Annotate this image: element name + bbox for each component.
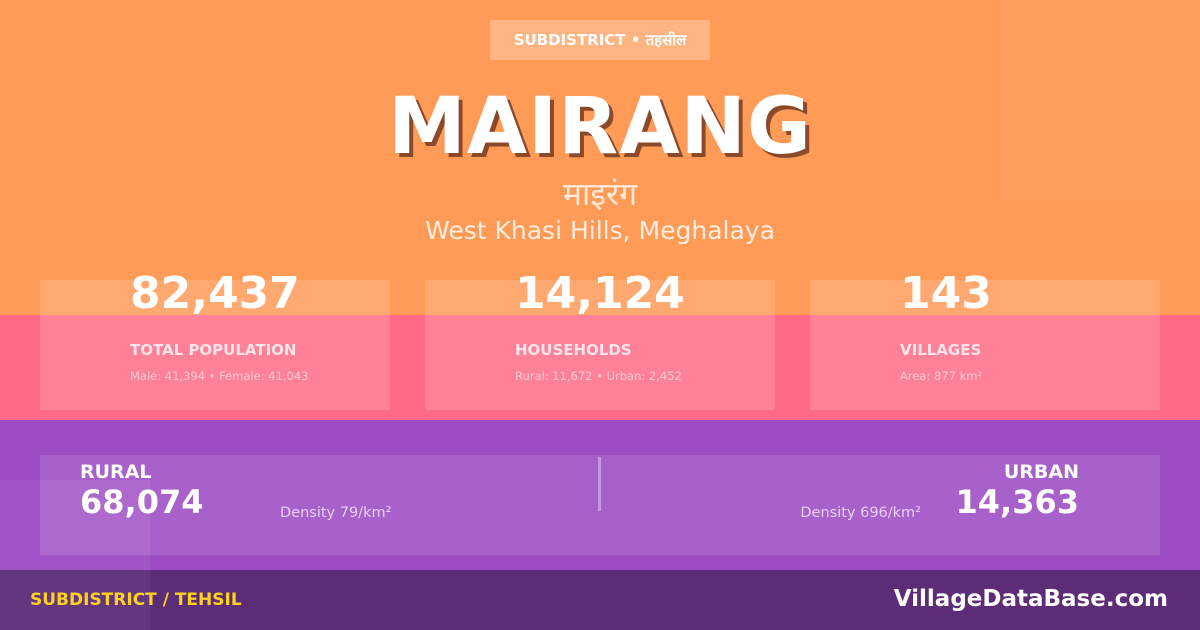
page-title: MAIRANG [388,82,812,172]
decorative-square [0,480,150,630]
stat-value: 143 [900,268,992,319]
stat-label: HOUSEHOLDS [515,341,632,359]
type-badge: SUBDISTRICT • तहसील [490,20,710,60]
footer-category: SUBDISTRICT / TEHSIL [30,590,242,610]
footer-band [0,570,1200,630]
rural-urban-panel [40,455,1160,555]
stat-label: TOTAL POPULATION [130,341,297,359]
stat-card-villages: 143 VILLAGES Area: 877 km² [810,268,1160,410]
stat-detail: Rural: 11,672 • Urban: 2,452 [515,369,682,383]
stat-card-population: 82,437 TOTAL POPULATION Male: 41,394 • F… [40,268,390,410]
rural-label: RURAL [80,461,152,483]
stat-detail: Area: 877 km² [900,369,983,383]
rural-density: Density 79/km² [280,505,392,521]
urban-label: URBAN [1003,461,1079,483]
divider [598,457,601,511]
title-hindi: माइरंग [562,175,638,213]
stat-value: 14,124 [515,268,685,319]
location: West Khasi Hills, Meghalaya [425,216,775,245]
stat-card-households: 14,124 HOUSEHOLDS Rural: 11,672 • Urban:… [425,268,775,410]
stat-detail: Male: 41,394 • Female: 41,043 [130,369,309,383]
split-band [0,420,1200,570]
stat-value: 82,437 [130,268,300,319]
decorative-square [1000,0,1200,200]
urban-density: Density 696/km² [800,505,921,521]
site-brand-link[interactable]: VillageDataBase.com [893,586,1168,612]
rural-value: 68,074 [80,483,204,521]
urban-value: 14,363 [955,483,1079,521]
stat-label: VILLAGES [900,341,982,359]
stats-band [0,315,1200,420]
header-band [0,0,1200,315]
